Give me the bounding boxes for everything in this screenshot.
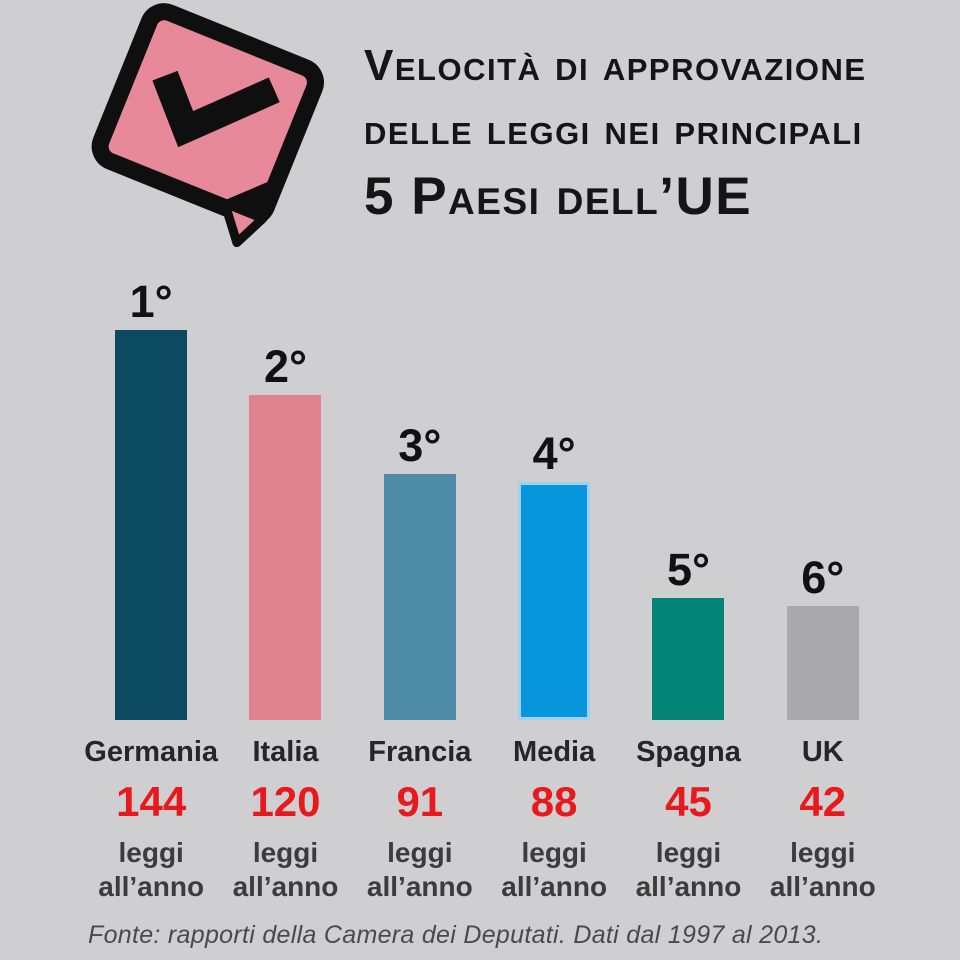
rank-label: 3° — [398, 420, 442, 471]
ballot-check-icon-svg — [91, 3, 324, 248]
bar-media — [518, 482, 591, 720]
unit-label-line2: all’anno — [366, 871, 473, 903]
rank-label: 2° — [263, 341, 307, 392]
bar-zone: 4° — [518, 268, 591, 720]
value-label: 45 — [665, 778, 712, 825]
bar-zone: 6° — [786, 268, 859, 720]
bar-column-germania: 1° Germania 144 leggi all’anno — [84, 268, 218, 904]
value-label: 120 — [250, 778, 321, 825]
unit-label-line1: leggi — [790, 837, 856, 868]
unit-label-line2: all’anno — [232, 871, 339, 903]
country-label: Germania — [84, 736, 219, 768]
bar-zone: 5° — [652, 268, 725, 720]
bar-italia — [249, 395, 322, 720]
country-label: Italia — [252, 736, 319, 768]
rank-label: 6° — [801, 552, 845, 603]
bar-francia — [383, 474, 456, 720]
unit-label-line2: all’anno — [635, 871, 742, 903]
value-label: 144 — [116, 778, 187, 825]
unit-label-line1: leggi — [252, 837, 319, 868]
source-note: Fonte: rapporti della Camera dei Deputat… — [88, 921, 824, 949]
country-label: Francia — [368, 736, 472, 768]
rank-label: 1° — [129, 276, 173, 327]
country-label: Spagna — [636, 736, 741, 768]
bar-chart: 1° Germania 144 leggi all’anno 2° Italia… — [84, 268, 890, 904]
unit-label-line1: leggi — [118, 837, 184, 868]
value-label: 91 — [396, 778, 444, 825]
bar-column-francia: 3° Francia 91 leggi all’anno — [353, 268, 487, 904]
value-label: 88 — [530, 778, 578, 825]
bar-column-spagna: 5° Spagna 45 leggi all’anno — [621, 268, 755, 904]
title-line-1: Velocità di approvazione — [364, 41, 867, 90]
bar-zone: 3° — [383, 268, 456, 720]
value-label: 42 — [799, 778, 847, 825]
title-line-3: 5 Paesi dell’UE — [364, 167, 753, 226]
bar-zone: 1° — [115, 268, 188, 720]
rank-label: 4° — [532, 428, 576, 479]
bar-column-uk: 6° UK 42 leggi all’anno — [756, 268, 890, 904]
bar-zone: 2° — [249, 268, 322, 720]
rank-label: 5° — [666, 544, 710, 595]
country-label: Media — [513, 736, 596, 768]
unit-label-line1: leggi — [521, 837, 587, 868]
title-line-2: delle leggi nei principali — [364, 105, 863, 154]
unit-label-line1: leggi — [655, 837, 722, 868]
unit-label-line2: all’anno — [501, 871, 608, 903]
bar-column-media: 4° Media 88 leggi all’anno — [487, 268, 621, 904]
bar-uk — [786, 606, 859, 720]
bar-column-italia: 2° Italia 120 leggi all’anno — [218, 268, 352, 904]
bar-spagna — [652, 598, 725, 720]
unit-label-line1: leggi — [387, 837, 453, 868]
chart-title: Velocità di approvazione delle leggi nei… — [364, 34, 944, 232]
unit-label-line2: all’anno — [98, 871, 205, 903]
unit-label-line2: all’anno — [769, 871, 876, 903]
ballot-check-icon — [55, 0, 327, 256]
bar-germania — [115, 330, 188, 720]
country-label: UK — [801, 736, 844, 768]
